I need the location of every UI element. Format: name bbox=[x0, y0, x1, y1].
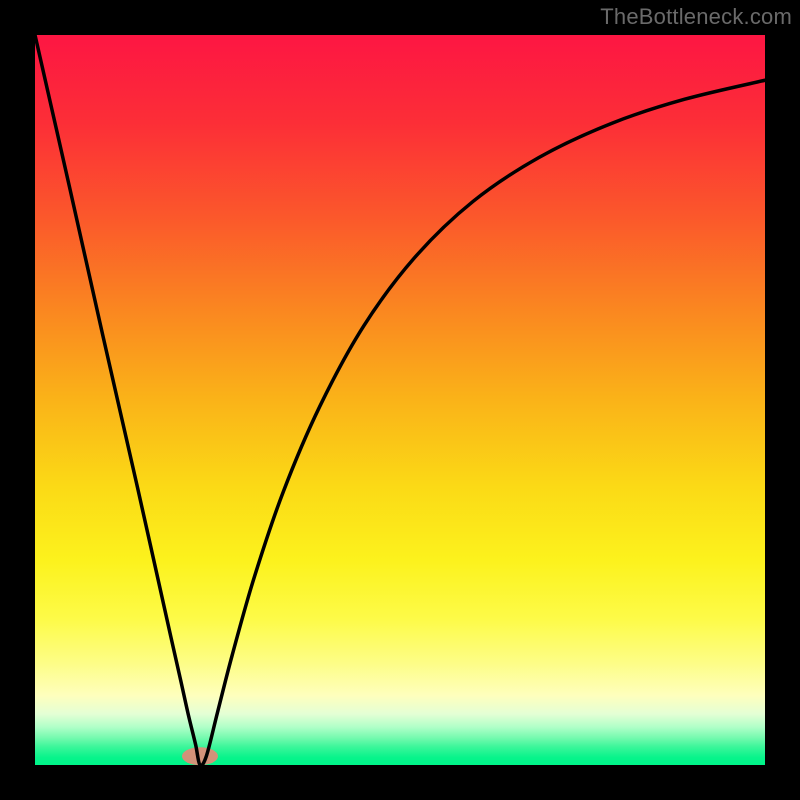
bottleneck-chart bbox=[0, 0, 800, 800]
chart-container: TheBottleneck.com bbox=[0, 0, 800, 800]
watermark-text: TheBottleneck.com bbox=[600, 4, 792, 30]
plot-background bbox=[35, 35, 765, 765]
